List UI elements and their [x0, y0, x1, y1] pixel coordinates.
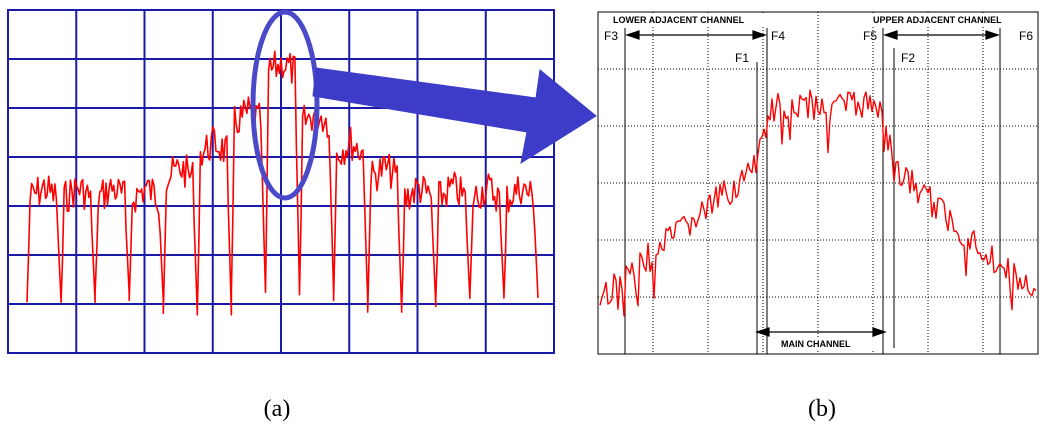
panel-b-caption: (b)	[808, 396, 836, 422]
highlight-ellipse	[250, 9, 320, 201]
upper-adjacent-channel-label: UPPER ADJACENT CHANNEL	[873, 15, 1002, 25]
upper-adjacent-arrow	[883, 30, 1000, 40]
panel-a-grid	[8, 10, 554, 353]
f2-label: F2	[901, 51, 915, 65]
f6-label: F6	[1019, 29, 1033, 43]
f5-label: F5	[863, 29, 877, 43]
f3-label: F3	[604, 29, 618, 43]
panel-a-caption: (a)	[264, 396, 291, 422]
main-channel-label: MAIN CHANNEL	[781, 339, 851, 349]
panel-b-spectrum-trace	[599, 89, 1037, 317]
zoom-arrow	[312, 67, 597, 165]
main-channel-arrow	[755, 327, 887, 337]
lower-adjacent-arrow	[625, 30, 767, 40]
lower-adjacent-channel-label: LOWER ADJACENT CHANNEL	[613, 15, 745, 25]
panel-b: LOWER ADJACENT CHANNEL UPPER ADJACENT CH…	[597, 11, 1039, 355]
f4-label: F4	[771, 29, 785, 43]
f1-label: F1	[735, 51, 749, 65]
panel-a	[7, 9, 555, 354]
panel-a-spectrum-trace	[26, 50, 539, 316]
panel-b-grid	[598, 12, 1038, 354]
